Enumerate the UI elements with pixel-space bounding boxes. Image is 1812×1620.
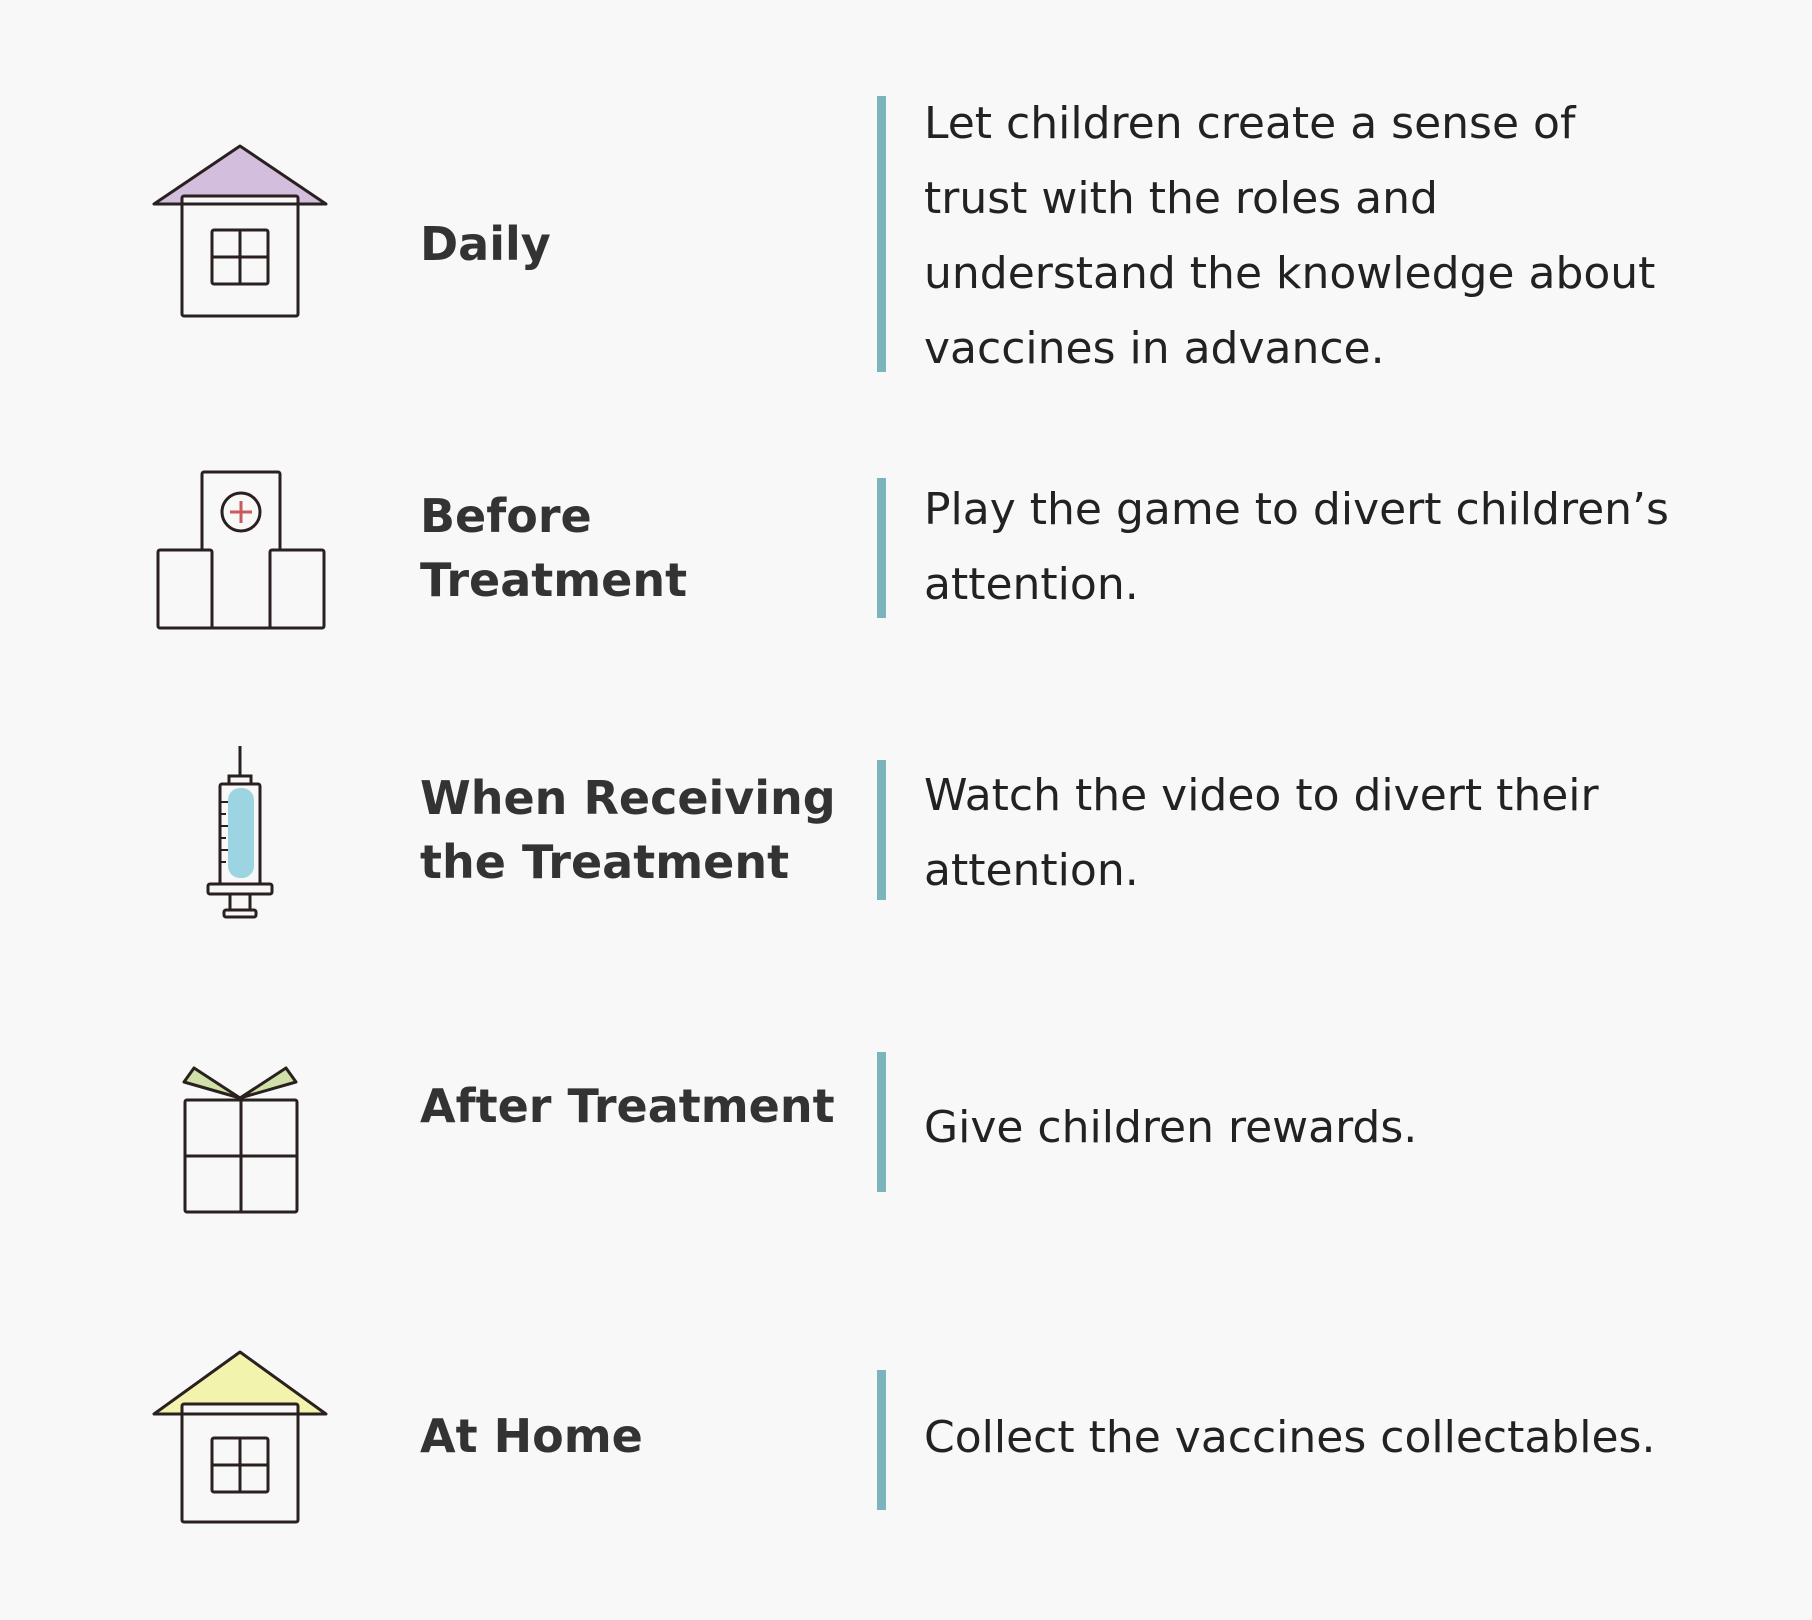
stage-label: Before Treatment	[420, 489, 688, 607]
divider	[877, 760, 886, 900]
stage-description: Give children rewards.	[924, 1102, 1418, 1153]
stage-description: Watch the video to divert their attentio…	[924, 770, 1599, 896]
house-yellow-roof-icon	[140, 1346, 340, 1526]
stage-label: At Home	[420, 1409, 643, 1463]
divider	[877, 478, 886, 618]
divider	[877, 96, 886, 372]
stage-description: Collect the vaccines collectables.	[924, 1412, 1656, 1463]
stage-label: Daily	[420, 217, 551, 271]
divider	[877, 1052, 886, 1192]
gift-icon	[140, 1060, 340, 1216]
stage-label: When Receiving the Treatment	[420, 771, 836, 889]
stage-description: Play the game to divert children’s atten…	[924, 484, 1669, 610]
syringe-icon	[140, 744, 340, 920]
house-purple-roof-icon	[140, 140, 340, 320]
stage-description: Let children create a sense of trust wit…	[924, 98, 1656, 374]
stage-label: After Treatment	[420, 1079, 835, 1133]
hospital-icon	[140, 470, 340, 630]
divider	[877, 1370, 886, 1510]
